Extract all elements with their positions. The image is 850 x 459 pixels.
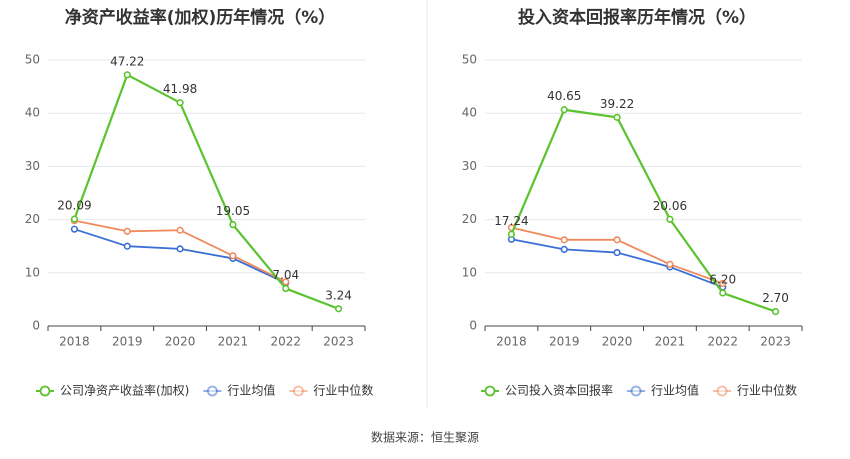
legend-item-company[interactable]: 公司净资产收益率(加权) (36, 383, 189, 398)
data-label: 2.70 (762, 291, 789, 305)
x-tick-label: 2022 (270, 335, 301, 349)
series-line-average (74, 228, 287, 284)
data-label: 20.06 (653, 199, 687, 213)
data-point-average (613, 248, 621, 257)
series-line-company (73, 73, 339, 310)
source-note: 数据来源：恒生聚源 (371, 430, 479, 445)
series-line-average (511, 238, 724, 289)
data-label: 3.24 (325, 288, 352, 302)
chart-panel-2: 投入资本回报率历年情况（%） 0 10 20 30 40 50 2018 2019 2020 202… (462, 7, 803, 398)
legend-swatch-marker (716, 385, 728, 397)
legend-item-median[interactable]: 行业中位数 (289, 383, 373, 398)
data-point-company (282, 284, 290, 293)
y-tick-label: 0 (469, 319, 477, 333)
data-point-median (719, 279, 727, 288)
data-label: 47.22 (110, 54, 144, 68)
legend-item-average[interactable]: 行业均值 (627, 383, 699, 398)
data-point-median (613, 236, 621, 244)
data-point-company (176, 99, 184, 107)
x-tick-label: 2021 (218, 335, 249, 349)
x-tick-label: 2018 (496, 335, 527, 349)
data-label: 6.20 (709, 273, 736, 287)
legend-label: 公司净资产收益率(加权) (60, 383, 189, 398)
data-point-average (70, 225, 79, 233)
data-label: 17.24 (494, 214, 528, 228)
data-point-median (229, 252, 237, 260)
data-point-company (771, 308, 780, 316)
legend-swatch-marker (206, 385, 218, 397)
series-line-company (510, 108, 776, 313)
y-tick-label: 20 (25, 212, 40, 226)
data-point-median (123, 227, 131, 235)
legend-item-average[interactable]: 行业均值 (203, 383, 275, 398)
data-point-average (123, 242, 131, 250)
y-tick-label: 20 (462, 212, 477, 226)
data-point-company (560, 106, 568, 114)
x-tick-label: 2020 (602, 335, 633, 349)
y-tick-label: 40 (25, 106, 40, 120)
legend-item-median[interactable]: 行业中位数 (713, 383, 797, 398)
legend-item-company[interactable]: 公司投入资本回报率 (481, 383, 613, 398)
legend-label: 行业中位数 (737, 383, 797, 398)
y-tick-label: 50 (462, 53, 477, 67)
data-label: 20.09 (57, 199, 91, 213)
data-point-company (123, 71, 131, 79)
x-tick-label: 2022 (707, 335, 738, 349)
data-point-company (334, 305, 343, 313)
x-tick-label: 2019 (112, 335, 143, 349)
data-point-company (719, 289, 727, 297)
legend-label: 公司投入资本回报率 (505, 383, 613, 398)
y-tick-label: 0 (32, 319, 40, 333)
chart-panel-1: 净资产收益率(加权)历年情况（%） 0 10 20 30 40 50 2018 2019 2020… (25, 7, 374, 398)
y-tick-label: 30 (462, 159, 477, 173)
legend-label: 行业中位数 (313, 383, 373, 398)
y-tick-label: 50 (25, 53, 40, 67)
data-label: 19.05 (216, 204, 250, 218)
data-point-average (176, 245, 184, 253)
y-tick-label: 30 (25, 159, 40, 173)
data-point-company (666, 215, 674, 223)
data-point-company (229, 221, 237, 229)
legend-swatch-marker (630, 385, 642, 397)
legend-swatch-marker (39, 385, 51, 397)
data-point-median (282, 278, 290, 286)
data-label: 40.65 (547, 89, 581, 103)
x-tick-label: 2019 (549, 335, 580, 349)
data-point-median (560, 236, 568, 244)
x-tick-label: 2021 (655, 335, 686, 349)
data-point-company (70, 215, 79, 223)
data-point-median (176, 226, 184, 234)
data-label: 41.98 (163, 82, 197, 96)
legend-label: 行业均值 (227, 383, 275, 398)
data-point-median (666, 260, 674, 268)
data-point-average (560, 245, 568, 253)
chart-title: 净资产收益率(加权)历年情况（%） (65, 7, 336, 28)
x-tick-label: 2023 (323, 335, 354, 349)
x-tick-label: 2023 (760, 335, 791, 349)
y-tick-label: 40 (462, 106, 477, 120)
legend-label: 行业均值 (651, 383, 699, 398)
y-tick-label: 10 (25, 265, 40, 279)
legend-swatch-marker (292, 385, 304, 397)
x-tick-label: 2018 (59, 335, 90, 349)
legend-swatch-marker (484, 385, 496, 397)
data-point-company (613, 113, 621, 121)
data-label: 39.22 (600, 97, 634, 111)
data-point-company (507, 230, 516, 238)
x-tick-label: 2020 (165, 335, 196, 349)
chart-title: 投入资本回报率历年情况（%） (518, 7, 756, 28)
data-label: 7.04 (272, 268, 299, 282)
y-tick-label: 10 (462, 265, 477, 279)
